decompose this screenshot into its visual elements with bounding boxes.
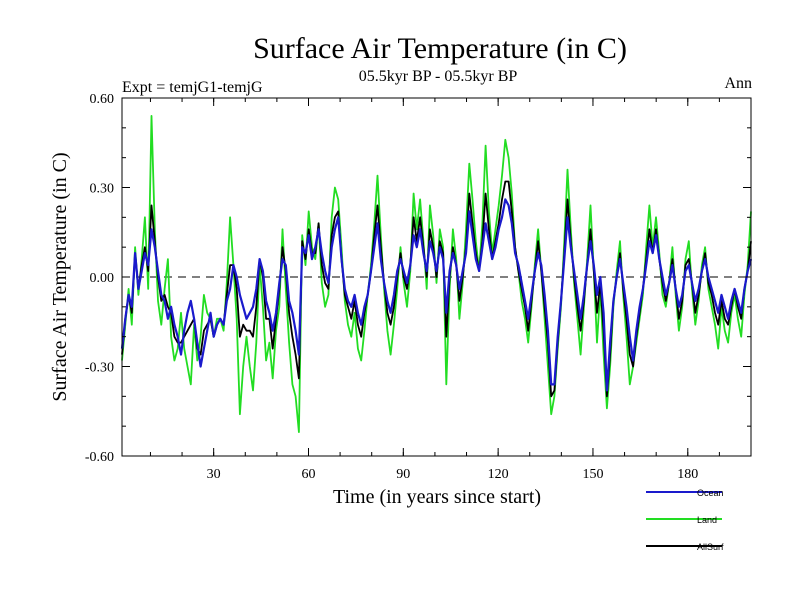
legend-label-ocean: Ocean [697,488,724,498]
y-axis-label: Surface Air Temperature (in C) [49,152,71,401]
series-line-land [121,115,752,434]
series-line-allsurf [121,180,752,398]
x-tick-label: 150 [582,467,603,482]
x-tick-label: 180 [677,467,698,482]
y-tick-label: 0.00 [90,271,115,286]
legend-label-land: Land [697,515,717,525]
plot-frame [121,97,752,457]
x-tick-label: 90 [396,467,410,482]
y-tick-label: -0.60 [85,450,114,465]
series-line-ocean [120,198,753,392]
y-tick-label: 0.30 [90,182,115,197]
x-tick-label: 60 [301,467,315,482]
legend-label-allsurf: AllSurf [697,542,724,552]
experiment-label: Expt = temjG1-temjG [122,79,263,96]
season-label: Ann [724,75,752,92]
chart-subtitle: 05.5kyr BP - 05.5kyr BP [359,68,518,85]
legend: Ocean Land AllSurf [646,488,724,552]
y-tick-label: -0.30 [85,361,114,376]
series-layer [120,115,753,434]
chart-title: Surface Air Temperature (in C) [253,32,627,65]
x-tick-label: 30 [207,467,221,482]
x-axis-label: Time (in years since start) [333,486,541,508]
axis-ticks: -0.60 -0.30 0.00 0.30 0.60 30 60 90 120 150 180 [85,92,751,482]
x-tick-label: 120 [488,467,509,482]
y-tick-label: 0.60 [90,92,115,107]
